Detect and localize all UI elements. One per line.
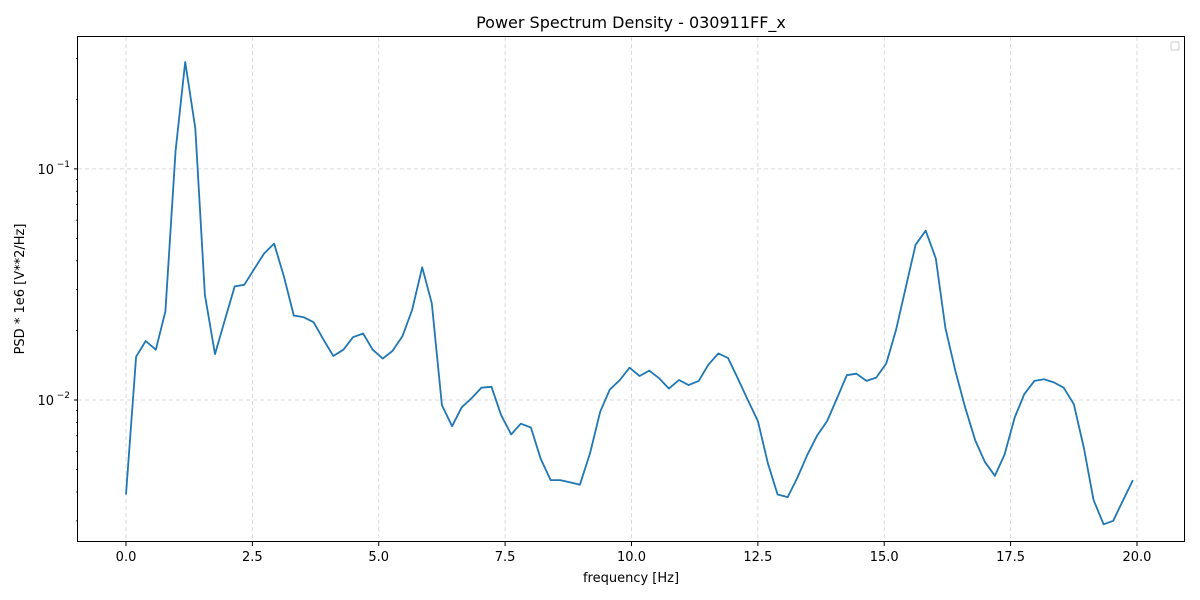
- x-tick-label: 5.0: [368, 550, 389, 565]
- x-tick-label: 10.0: [617, 550, 646, 565]
- y-tick-base: 10: [37, 394, 54, 409]
- tick-layer: 0.0 2.5 5.0 7.5 10.0 12.5 15.0 17.5 20.010−210−1: [37, 58, 1152, 565]
- y-tick-base: 10: [37, 163, 54, 178]
- x-tick-label: 2.5: [242, 550, 263, 565]
- y-tick-exponent: −1: [57, 160, 70, 170]
- line-layer: [125, 61, 1134, 526]
- y-axis-label: PSD * 1e6 [V**2/Hz]: [13, 224, 28, 355]
- grid-layer: [78, 37, 1185, 542]
- x-tick-label: 15.0: [870, 550, 899, 565]
- x-tick-label: 7.5: [495, 550, 516, 565]
- y-tick-label: 10: [37, 394, 54, 409]
- y-tick-exponent: −2: [57, 391, 70, 401]
- psd-series-line: [125, 61, 1134, 526]
- x-tick-label: 20.0: [1123, 550, 1152, 565]
- x-tick-label: 17.5: [996, 550, 1025, 565]
- x-tick-label: 12.5: [743, 550, 772, 565]
- x-tick-label: 0.0: [116, 550, 137, 565]
- chart-title: Power Spectrum Density - 030911FF_x: [476, 13, 786, 33]
- plot-frame: [77, 36, 1185, 542]
- legend-box: [1170, 41, 1180, 51]
- y-tick-label: 10: [37, 163, 54, 178]
- x-axis-label: frequency [Hz]: [583, 571, 679, 586]
